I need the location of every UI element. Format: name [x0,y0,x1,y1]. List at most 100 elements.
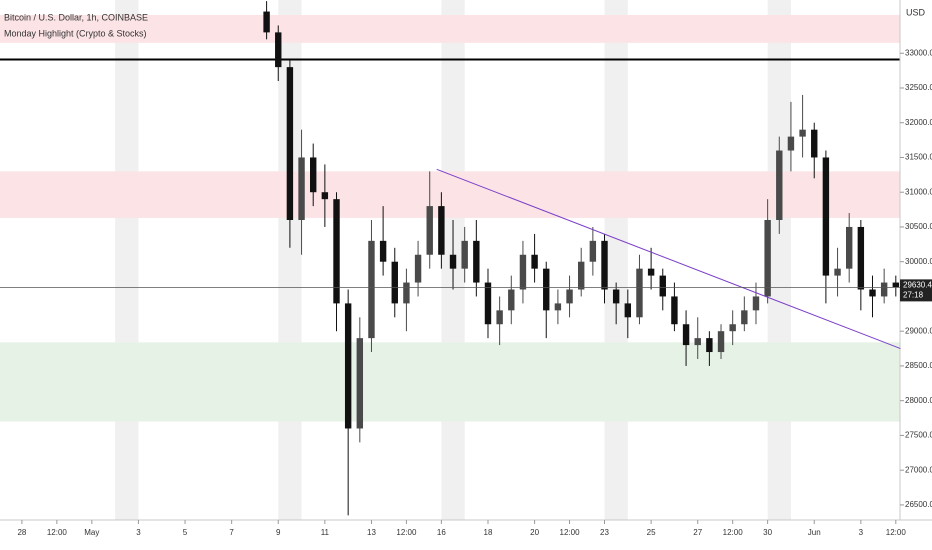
candle-body [717,331,725,353]
x-tick-label: May [84,528,99,537]
price-tag [900,279,932,302]
x-tick-label: 25 [647,528,656,537]
candle-body [682,324,690,346]
y-tick-label: 28000.00 [905,396,932,405]
x-tick-label: 7 [229,528,234,537]
x-tick-label: 11 [321,528,330,537]
y-tick-label: 28500.00 [905,361,932,370]
candle-body [275,32,282,68]
x-tick-label: 23 [600,528,609,537]
candle-body [496,310,503,325]
y-tick-label: 33000.00 [905,48,932,57]
x-tick-label: 12:00 [886,528,907,537]
candle-body [694,338,701,346]
x-tick-label: 18 [484,528,493,537]
candle-body [508,289,515,311]
x-tick-label: 12:00 [396,528,417,537]
x-tick-label: 9 [276,528,281,537]
indicator-name: Monday Highlight (Crypto & Stocks) [4,28,147,38]
candle-body [531,254,538,269]
candle-body [333,199,340,304]
trendline [436,168,901,350]
candle-body [566,289,573,304]
candle-body [729,324,736,332]
candle-body [473,240,480,283]
candle-body [869,289,876,297]
x-tick-label: 27 [693,528,702,537]
candle-body [484,282,492,325]
candle-body [787,136,795,151]
x-tick-label: 16 [437,528,446,537]
candle-body [554,303,562,311]
candle-body [671,296,678,325]
candle-body [310,157,317,193]
x-tick-label: 13 [367,528,376,537]
candle-body [403,282,410,304]
y-tick-label: 29000.00 [905,326,932,335]
candle-body [356,338,364,429]
x-tick-label: 3 [136,528,141,537]
candle-body [426,206,433,255]
candle-body [764,220,771,297]
candle-body [263,11,270,33]
x-tick-label: 3 [859,528,864,537]
price-label: 29630.49 [903,280,932,289]
y-tick-label: 30500.00 [905,222,932,231]
candle-body [799,129,806,137]
axis-unit: USD [906,7,926,17]
x-tick-label: 28 [17,528,26,537]
monday-highlight [767,0,791,520]
candle-body [543,268,550,311]
x-tick-label: 12:00 [47,528,68,537]
candle-body [461,240,468,269]
y-tick-label: 26500.00 [905,500,932,509]
candle-body [624,303,632,318]
candle-body [834,268,841,276]
y-tick-label: 30000.00 [905,257,932,266]
candle-body [811,129,818,158]
candle-body [659,275,666,297]
monday-highlight [604,0,628,520]
x-tick-label: 12:00 [560,528,581,537]
y-tick-label: 27000.00 [905,465,932,474]
background-layer [0,0,900,520]
candle-body [379,240,387,262]
candle-body [706,338,713,353]
countdown: 27:18 [903,290,924,299]
candle-body [321,192,329,200]
candle-body [414,254,422,283]
monday-highlight [115,0,139,520]
zone [0,342,900,422]
candle-body [368,240,375,339]
x-tick-label: 5 [183,528,188,537]
candle-body [845,226,853,269]
x-tick-label: 30 [763,528,772,537]
zone [0,171,900,218]
x-tick-label: Jun [808,528,821,537]
x-tick-label: 12:00 [723,528,744,537]
candle-body [601,240,608,290]
x-tick-label: 20 [530,528,539,537]
candle-body [822,157,830,276]
candle-body [344,303,352,429]
candle-body [577,261,585,290]
y-tick-label: 31500.00 [905,153,932,162]
candle-body [612,289,620,304]
candle-body [647,268,655,276]
candle-body [776,150,783,221]
zone [0,15,900,43]
candle-body [857,226,865,290]
candle-body [752,296,760,311]
candle-body [892,282,900,288]
y-tick-label: 27500.00 [905,431,932,440]
candle-body [741,310,748,325]
candle-body [589,240,597,262]
candle-body [286,67,294,221]
candle-body [391,261,398,304]
candle-body [880,282,888,297]
y-tick-label: 32500.00 [905,83,932,92]
candle-body [636,268,643,318]
candle-body [519,254,527,290]
y-tick-label: 32000.00 [905,118,932,127]
